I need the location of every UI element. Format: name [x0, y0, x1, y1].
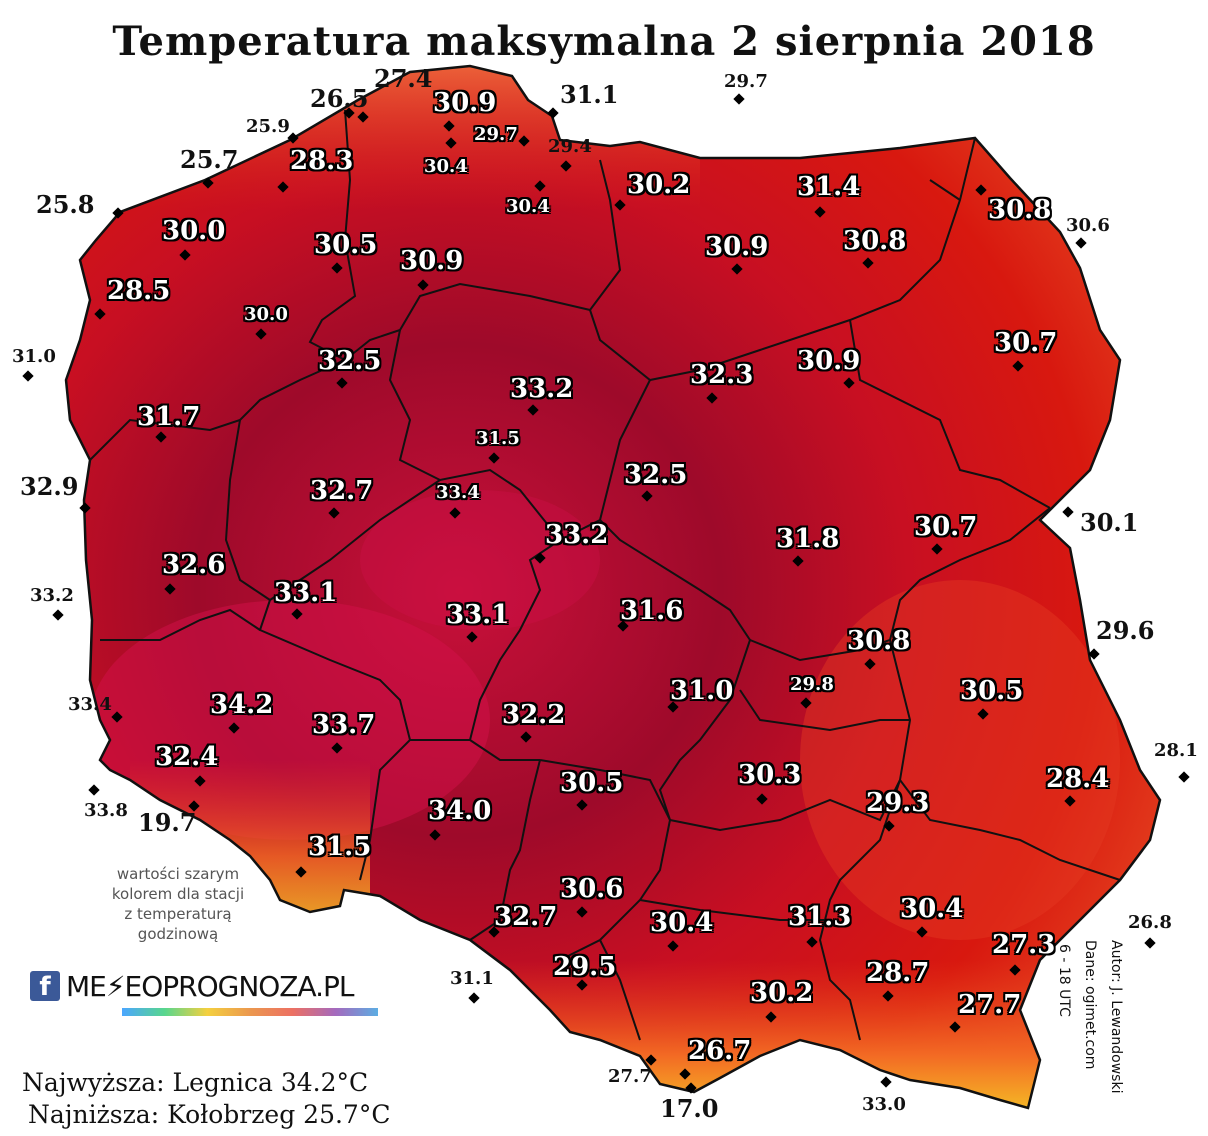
station-temperature-label: 27.3 — [992, 930, 1056, 960]
station-temperature-label: 30.5 — [960, 676, 1024, 706]
station-temperature-label: 25.9 — [246, 116, 290, 137]
station-temperature-label: 30.4 — [650, 908, 714, 938]
meteoprognoza-logo[interactable]: f ME⚡EOPROGNOZA.PL — [30, 966, 355, 1006]
station-temperature-label: 19.7 — [138, 808, 197, 837]
station-temperature-label: 29.8 — [790, 674, 834, 695]
station-temperature-label: 30.7 — [914, 512, 978, 542]
station-temperature-label: 30.6 — [560, 874, 624, 904]
station-temperature-label: 27.4 — [374, 64, 433, 93]
station-temperature-label: 30.5 — [560, 768, 624, 798]
station-temperature-label: 29.5 — [553, 952, 617, 982]
station-temperature-label: 26.5 — [310, 84, 369, 113]
min-temperature-summary: Najniższa: Kołobrzeg 25.7°C — [28, 1100, 391, 1129]
station-temperature-label: 33.2 — [30, 585, 74, 606]
station-temperature-label: 30.4 — [900, 894, 964, 924]
note-line: kolorem dla stacji — [111, 885, 245, 903]
station-temperature-label: 27.7 — [958, 990, 1022, 1020]
station-temperature-label: 34.0 — [428, 796, 492, 826]
station-temperature-label: 34.2 — [210, 690, 274, 720]
station-temperature-label: 33.1 — [446, 600, 510, 630]
station-temperature-label: 33.8 — [84, 800, 128, 821]
data-source-credit: Dane: ogimet.com — [1082, 940, 1098, 1070]
station-temperature-label: 30.4 — [506, 196, 550, 217]
station-temperature-label: 27.7 — [608, 1066, 652, 1087]
station-temperature-label: 33.2 — [545, 520, 609, 550]
station-temperature-label: 29.7 — [474, 124, 518, 145]
station-temperature-label: 33.7 — [312, 710, 376, 740]
station-temperature-label: 33.4 — [436, 482, 480, 503]
station-temperature-label: 31.0 — [670, 676, 734, 706]
station-temperature-label: 32.7 — [310, 476, 374, 506]
station-temperature-label: 31.4 — [797, 172, 861, 202]
map-title: Temperatura maksymalna 2 sierpnia 2018 — [112, 18, 1096, 65]
station-temperature-label: 28.5 — [107, 276, 171, 306]
station-temperature-label: 30.0 — [244, 304, 288, 325]
credits: Autor: J. Lewandowski Dane: ogimet.com 6… — [1040, 940, 1130, 1120]
gray-values-note: wartości szarym kolorem dla stacji z tem… — [78, 864, 278, 944]
station-temperature-label: 30.1 — [1080, 508, 1139, 537]
station-temperature-label: 30.2 — [750, 978, 814, 1008]
station-temperature-label: 30.5 — [314, 230, 378, 260]
station-temperature-label: 29.7 — [724, 71, 768, 92]
station-temperature-label: 30.9 — [433, 88, 497, 118]
facebook-icon[interactable]: f — [30, 971, 60, 1002]
station-temperature-label: 30.6 — [1066, 215, 1110, 236]
voivodeship-borders — [89, 109, 1121, 1041]
station-temperature-label: 29.6 — [1096, 616, 1155, 645]
station-temperature-label: 17.0 — [660, 1094, 719, 1123]
station-temperature-label: 30.0 — [162, 216, 226, 246]
station-temperature-label: 31.6 — [620, 596, 684, 626]
station-temperature-label: 33.0 — [862, 1094, 906, 1115]
station-temperature-label: 29.4 — [548, 136, 592, 157]
station-temperature-label: 29.3 — [866, 788, 930, 818]
station-temperature-label: 32.6 — [162, 550, 226, 580]
station-temperature-label: 32.4 — [155, 742, 219, 772]
station-temperature-label: 30.7 — [994, 328, 1058, 358]
station-temperature-label: 31.5 — [476, 428, 520, 449]
station-temperature-label: 31.3 — [788, 902, 852, 932]
author-credit: Autor: J. Lewandowski — [1108, 940, 1124, 1094]
station-temperature-label: 25.7 — [180, 145, 239, 174]
station-temperature-label: 26.7 — [688, 1036, 752, 1066]
station-temperature-label: 31.8 — [776, 524, 840, 554]
station-temperature-label: 28.7 — [866, 958, 930, 988]
station-temperature-label: 28.1 — [1154, 740, 1198, 761]
station-temperature-label: 31.0 — [12, 346, 56, 367]
station-temperature-label: 30.9 — [400, 246, 464, 276]
station-temperature-label: 30.9 — [705, 232, 769, 262]
station-temperature-label: 31.1 — [560, 80, 619, 109]
logo-decoration — [122, 1008, 378, 1016]
station-temperature-label: 30.3 — [738, 760, 802, 790]
station-temperature-label: 30.4 — [424, 156, 468, 177]
station-temperature-label: 30.2 — [627, 170, 691, 200]
station-temperature-label: 28.4 — [1046, 764, 1110, 794]
station-temperature-label: 33.1 — [274, 578, 338, 608]
station-temperature-label: 31.1 — [450, 968, 494, 989]
logo-text: ME⚡EOPROGNOZA.PL — [66, 969, 355, 1003]
station-temperature-label: 30.9 — [797, 346, 861, 376]
station-temperature-label: 30.8 — [847, 626, 911, 656]
station-temperature-label: 30.8 — [988, 195, 1052, 225]
station-temperature-label: 33.4 — [68, 694, 112, 715]
station-temperature-label: 32.9 — [20, 472, 79, 501]
station-temperature-label: 33.2 — [510, 374, 574, 404]
station-temperature-label: 32.7 — [494, 902, 558, 932]
station-temperature-label: 32.5 — [624, 460, 688, 490]
station-temperature-label: 28.3 — [290, 146, 354, 176]
max-temperature-summary: Najwyższa: Legnica 34.2°C — [22, 1068, 369, 1097]
station-temperature-label: 30.8 — [843, 226, 907, 256]
station-temperature-label: 31.5 — [308, 832, 372, 862]
station-temperature-label: 32.5 — [318, 346, 382, 376]
station-temperature-label: 32.2 — [502, 700, 566, 730]
note-line: z temperaturą — [124, 905, 232, 923]
station-temperature-label: 31.7 — [137, 402, 201, 432]
time-range-credit: 6 - 18 UTC — [1056, 944, 1072, 1017]
note-line: godzinową — [137, 925, 219, 943]
station-temperature-label: 26.8 — [1128, 912, 1172, 933]
station-temperature-label: 25.8 — [36, 190, 95, 219]
note-line: wartości szarym — [116, 865, 240, 883]
station-temperature-label: 32.3 — [690, 360, 754, 390]
